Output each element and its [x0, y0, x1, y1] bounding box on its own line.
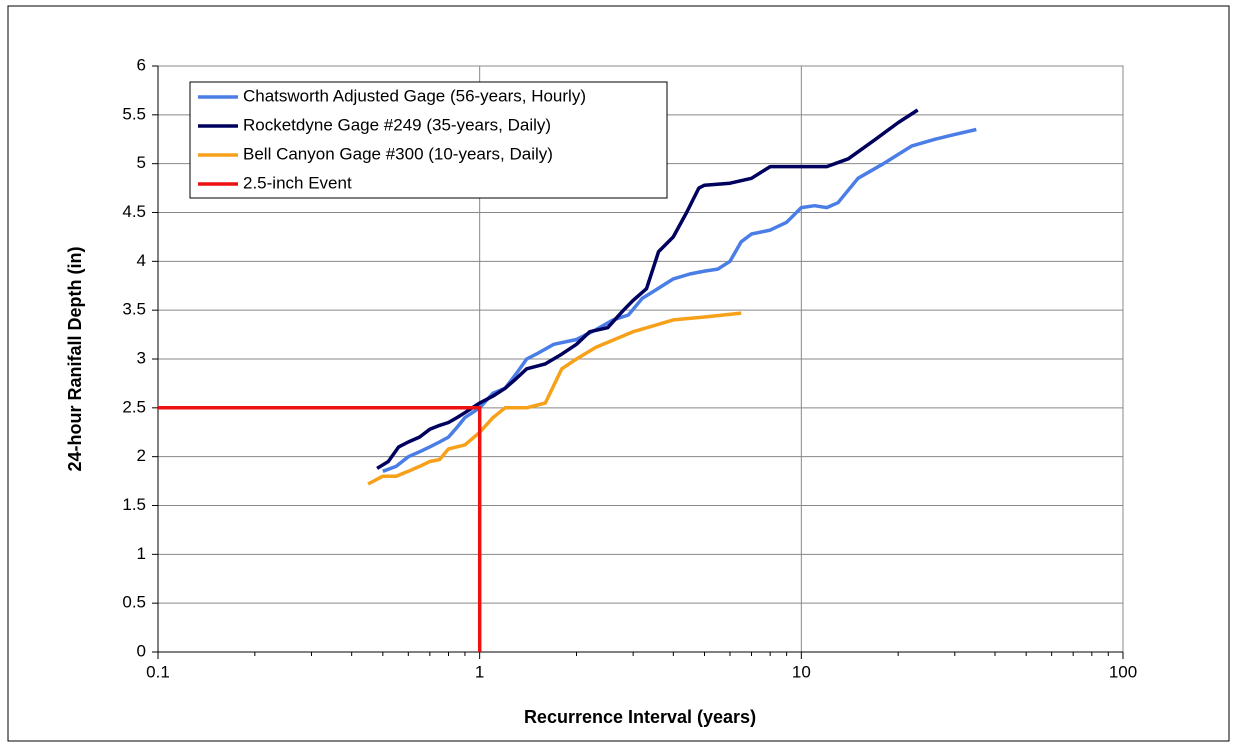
x-axis-title: Recurrence Interval (years)	[524, 707, 756, 727]
series-line	[382, 127, 977, 473]
series-line	[367, 311, 742, 486]
x-tick-label: 10	[792, 662, 811, 681]
legend-label: Chatsworth Adjusted Gage (56-years, Hour…	[243, 86, 586, 105]
y-tick-label: 3.5	[122, 300, 146, 319]
y-tick-label: 6	[137, 55, 146, 74]
legend-box	[189, 81, 668, 199]
x-tick-label: 0.1	[146, 662, 170, 681]
x-tick-label: 1	[475, 662, 484, 681]
y-tick-label: 5	[137, 153, 146, 172]
x-tick-label: 100	[1109, 662, 1137, 681]
y-tick-label: 0.5	[122, 593, 146, 612]
y-tick-label: 1.5	[122, 495, 146, 514]
y-axis-title: 24-hour Ranifall Depth (in)	[65, 246, 85, 471]
y-tick-label: 3	[137, 348, 146, 367]
y-tick-label: 2	[137, 446, 146, 465]
y-tick-label: 4.5	[122, 202, 146, 221]
y-tick-label: 1	[137, 544, 146, 563]
series-line	[376, 108, 919, 470]
y-tick-label: 4	[137, 251, 146, 270]
y-tick-label: 0	[137, 641, 146, 660]
legend-label: Rocketdyne Gage #249 (35-years, Daily)	[243, 115, 551, 134]
legend-label: 2.5-inch Event	[243, 173, 352, 192]
series-line	[158, 406, 482, 652]
y-tick-label: 5.5	[122, 104, 146, 123]
legend-label: Bell Canyon Gage #300 (10-years, Daily)	[243, 144, 553, 163]
y-tick-label: 2.5	[122, 397, 146, 416]
